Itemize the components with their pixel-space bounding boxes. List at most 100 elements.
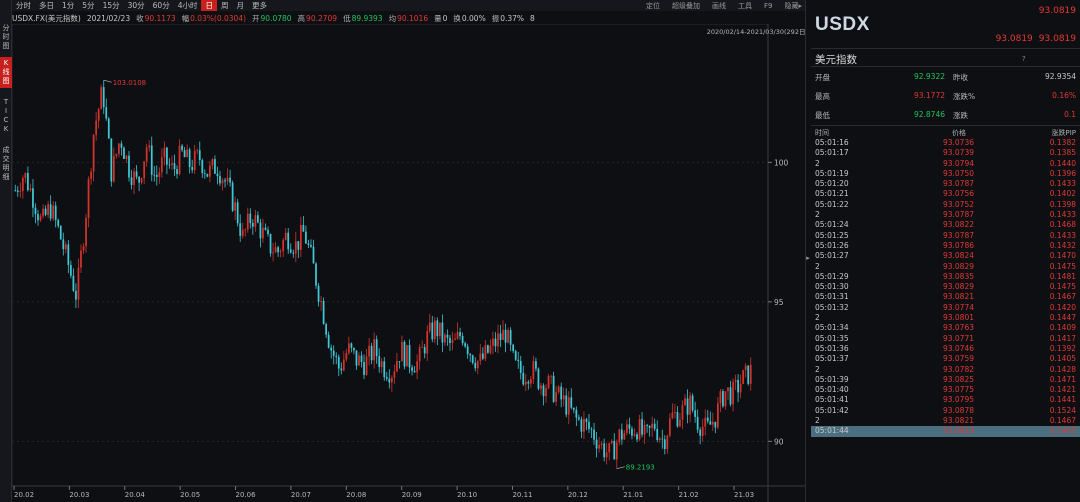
x-tick-label: 21.03: [734, 491, 754, 499]
candle-body: [734, 379, 737, 382]
candle-body: [191, 167, 194, 171]
candle-body: [562, 395, 565, 400]
tick-row[interactable]: 2 93.0829 0.1475: [811, 262, 1080, 272]
tick-row[interactable]: 05:01:19 93.0750 0.1396: [811, 169, 1080, 179]
candle-body: [423, 347, 426, 354]
candle-body: [183, 150, 186, 158]
period-tab[interactable]: 15分: [102, 1, 120, 10]
tick-row[interactable]: 05:01:36 93.0746 0.1392: [811, 344, 1080, 354]
help-icon[interactable]: ?: [1022, 55, 1026, 63]
candle-body: [481, 353, 484, 359]
ticks-col-change: 涨跌PIP: [1051, 129, 1076, 137]
period-tab[interactable]: 日: [201, 0, 217, 11]
candlestick-chart[interactable]: 100 95 90 20.02 20.03 20.04 20.05 20.06 20.07 20.…: [11, 23, 808, 502]
ticks-col-time: 时间: [815, 129, 829, 137]
tick-row[interactable]: 2 93.0801 0.1447: [811, 313, 1080, 323]
tick-row[interactable]: 05:01:22 93.0752 0.1398: [811, 200, 1080, 210]
tick-row[interactable]: 05:01:31 93.0821 0.1467: [811, 292, 1080, 302]
tick-row[interactable]: 05:01:25 93.0787 0.1433: [811, 231, 1080, 241]
period-tab[interactable]: 多日: [39, 1, 54, 10]
tick-row[interactable]: 05:01:20 93.0787 0.1433: [811, 179, 1080, 189]
candle-body: [433, 320, 436, 340]
left-nav-item[interactable]: T I C K: [3, 98, 9, 133]
candle-body: [34, 207, 37, 214]
tick-row[interactable]: 05:01:32 93.0774 0.1420: [811, 303, 1080, 313]
tick-row[interactable]: 05:01:26 93.0786 0.1432: [811, 241, 1080, 251]
candle-body: [206, 173, 209, 177]
tick-row[interactable]: 05:01:37 93.0759 0.1405: [811, 354, 1080, 364]
tick-row[interactable]: 05:01:24 93.0822 0.1468: [811, 220, 1080, 230]
tick-row[interactable]: 05:01:39 93.0825 0.1471: [811, 375, 1080, 385]
tick-change: 0.1433: [1049, 179, 1076, 189]
chart-svg[interactable]: 100 95 90 20.02 20.03 20.04 20.05 20.06 20.07 20.…: [11, 23, 808, 502]
tick-row[interactable]: 05:01:29 93.0835 0.1481: [811, 272, 1080, 282]
candle-body: [358, 355, 360, 366]
tick-row[interactable]: 2 93.0794 0.1440: [811, 159, 1080, 169]
period-tab[interactable]: 4小时: [177, 1, 198, 10]
candle-body: [711, 421, 714, 425]
period-tab[interactable]: 1分: [62, 1, 75, 10]
period-tab[interactable]: 5分: [82, 1, 95, 10]
candle-body: [706, 417, 709, 422]
tick-row[interactable]: 2 93.0782 0.1428: [811, 365, 1080, 375]
period-toolbar: 分时 多日 1分 5分 15分 30分 60分 4小时日周月更多 定位 超级叠加 画线 工具 F9 隐藏▸: [12, 0, 808, 11]
tick-change: 0.1385: [1049, 148, 1076, 158]
tick-row[interactable]: 05:01:34 93.0763 0.1409: [811, 323, 1080, 333]
open-label: 开: [252, 13, 260, 23]
candle-body: [158, 172, 161, 177]
tick-row[interactable]: 2 93.0787 0.1433: [811, 210, 1080, 220]
tick-time: 05:01:27: [815, 251, 849, 261]
candle-body: [254, 215, 257, 227]
left-nav-item[interactable]: 成 交 明 细: [2, 146, 10, 181]
period-tab[interactable]: 月: [236, 1, 244, 10]
candle-body: [196, 150, 199, 152]
toolbar-tool[interactable]: 画线: [712, 1, 726, 10]
quote-value: 0.16%: [1052, 91, 1076, 100]
bid-ask-row: 93.0819 93.0819: [990, 34, 1076, 44]
period-tab[interactable]: 分时: [16, 1, 31, 10]
left-nav-item[interactable]: 分 时 图: [2, 24, 10, 50]
candle-body: [588, 421, 590, 429]
quote-value: 92.9322: [913, 72, 945, 81]
period-tab[interactable]: 周: [220, 1, 229, 10]
toolbar-tool[interactable]: 超级叠加: [672, 1, 700, 10]
candle-body: [638, 419, 641, 440]
candle-body: [297, 241, 300, 250]
candle-body: [459, 332, 461, 337]
tick-change: 0.1428: [1049, 364, 1076, 374]
tick-row[interactable]: 05:01:16 93.0736 0.1382: [811, 138, 1080, 148]
tick-row[interactable]: 05:01:17 93.0739 0.1385: [811, 148, 1080, 158]
candle-body: [229, 177, 231, 183]
toolbar-tool[interactable]: 隐藏▸: [784, 1, 802, 10]
tick-list[interactable]: 05:01:16 93.0736 0.1382 05:01:17 93.0739 0.13…: [811, 138, 1080, 437]
candle-body: [704, 417, 707, 427]
tick-row[interactable]: 2 93.0821 0.1467: [811, 416, 1080, 426]
candle-body: [244, 229, 247, 231]
toolbar-tool[interactable]: F9: [764, 1, 773, 10]
collapse-arrow-icon[interactable]: ▸: [806, 254, 810, 262]
candle-body: [451, 339, 454, 343]
symbol-label: USDX.FX(美元指数): [12, 13, 81, 23]
candle-body: [21, 177, 24, 192]
tick-row[interactable]: 05:01:42 93.0878 0.1524: [811, 406, 1080, 416]
tick-row[interactable]: 05:01:40 93.0775 0.1421: [811, 385, 1080, 395]
tick-row[interactable]: 05:01:35 93.0771 0.1417: [811, 334, 1080, 344]
candle-body: [292, 252, 295, 254]
toolbar-tool[interactable]: 工具: [738, 1, 752, 10]
candle-body: [623, 432, 626, 440]
period-tab[interactable]: 30分: [127, 1, 145, 10]
toolbar-tool[interactable]: 定位: [646, 1, 660, 10]
tick-row[interactable]: 05:01:44 93.0819 0.1465: [811, 426, 1080, 437]
left-nav-item[interactable]: K 线 图: [0, 57, 12, 88]
tick-row[interactable]: 05:01:41 93.0795 0.1441: [811, 395, 1080, 405]
tick-row[interactable]: 05:01:21 93.0756 0.1402: [811, 189, 1080, 199]
candle-body: [176, 169, 178, 175]
period-tab[interactable]: 更多: [251, 1, 267, 10]
quote-label: 涨跌%: [953, 92, 976, 101]
candle-body: [633, 434, 636, 436]
candle-body: [163, 147, 166, 158]
tick-row[interactable]: 05:01:30 93.0829 0.1475: [811, 282, 1080, 292]
tick-price: 93.0787: [942, 179, 974, 189]
period-tab[interactable]: 60分: [152, 1, 170, 10]
tick-row[interactable]: 05:01:27 93.0824 0.1470: [811, 251, 1080, 261]
